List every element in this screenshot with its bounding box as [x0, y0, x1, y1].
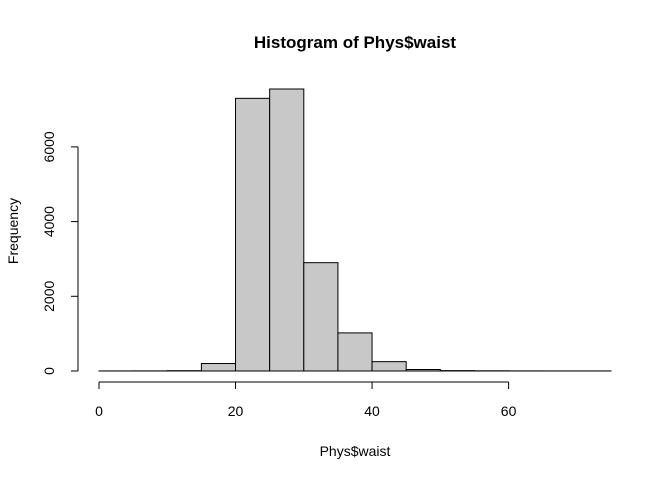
- x-tick-label: 60: [501, 403, 517, 419]
- y-tick-label: 0: [41, 367, 57, 375]
- bars-group: [98, 88, 612, 372]
- histogram-bar: [371, 361, 407, 372]
- y-tick-label: 2000: [41, 281, 57, 312]
- y-axis-label: Frequency: [5, 198, 21, 264]
- y-tick-label: 6000: [41, 131, 57, 162]
- histogram-bar: [235, 97, 271, 372]
- histogram-bar: [337, 332, 373, 372]
- y-axis: 0 2000 4000 6000: [41, 131, 79, 375]
- y-tick-label: 4000: [41, 206, 57, 237]
- x-tick-label: 40: [364, 403, 380, 419]
- x-axis: 0 20 40 60: [95, 381, 517, 419]
- histogram-bar: [405, 369, 441, 372]
- x-axis-label: Phys$waist: [320, 443, 391, 459]
- histogram-bar: [303, 262, 339, 372]
- histogram-bar: [269, 88, 305, 372]
- x-tick-label: 20: [228, 403, 244, 419]
- x-tick-label: 0: [95, 403, 103, 419]
- chart-title: Histogram of Phys$waist: [254, 33, 457, 52]
- histogram-bar: [200, 363, 237, 372]
